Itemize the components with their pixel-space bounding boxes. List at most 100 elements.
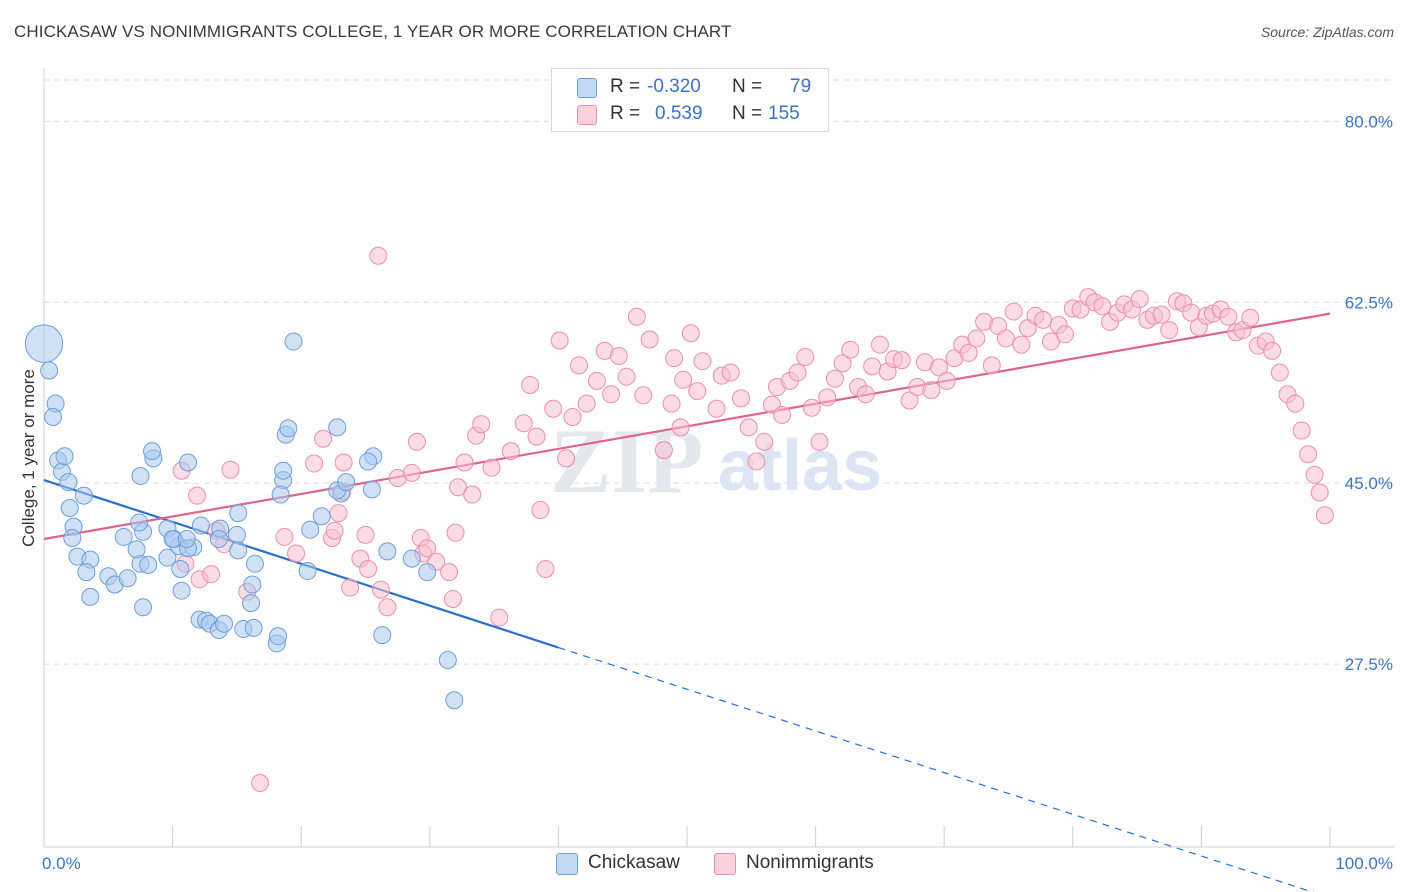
chickasaw-point bbox=[373, 626, 392, 645]
legend-r-label: R = bbox=[610, 76, 641, 97]
chickasaw-point bbox=[114, 527, 133, 546]
nonimmigrants-point bbox=[334, 453, 353, 472]
nonimmigrants-point bbox=[443, 589, 462, 608]
nonimmigrants-point bbox=[788, 363, 807, 382]
nonimmigrants-point bbox=[688, 382, 707, 401]
legend-n-label: N = bbox=[732, 103, 763, 124]
bottom-legend-swatch-nonimmigrants bbox=[714, 853, 736, 875]
chickasaw-point bbox=[139, 555, 158, 574]
nonimmigrants-point bbox=[221, 460, 240, 479]
chickasaw-point bbox=[44, 408, 63, 427]
nonimmigrants-point bbox=[550, 331, 569, 350]
legend-row-chickasaw: R = -0.320 N = 79 bbox=[552, 74, 828, 100]
nonimmigrants-point bbox=[1310, 483, 1329, 502]
nonimmigrants-point bbox=[329, 504, 348, 523]
nonimmigrants-point bbox=[188, 486, 207, 505]
chickasaw-point bbox=[362, 480, 381, 499]
legend-n-label: N = bbox=[732, 76, 763, 97]
bottom-legend-label-chickasaw: Chickasaw bbox=[588, 852, 680, 873]
nonimmigrants-point bbox=[617, 367, 636, 386]
chickasaw-point bbox=[279, 419, 298, 438]
nonimmigrants-point bbox=[1160, 321, 1179, 340]
nonimmigrants-point bbox=[544, 399, 563, 418]
chickasaw-point bbox=[438, 650, 457, 669]
chickasaw-point bbox=[271, 485, 290, 504]
bottom-legend-swatch-chickasaw bbox=[556, 853, 578, 875]
nonimmigrants-point bbox=[569, 356, 588, 375]
source-label: Source: ZipAtlas.com bbox=[1260, 24, 1394, 40]
nonimmigrants-point bbox=[463, 485, 482, 504]
nonimmigrants-point bbox=[1305, 465, 1324, 484]
chickasaw-point bbox=[158, 548, 177, 567]
trend-lines bbox=[43, 312, 1331, 892]
chickasaw-point bbox=[179, 453, 198, 472]
chickasaw-point bbox=[191, 516, 210, 535]
chickasaw-point bbox=[63, 528, 82, 547]
x-tick-labels: 0.0% 100.0% bbox=[42, 854, 1393, 873]
nonimmigrants-point bbox=[665, 349, 684, 368]
chickasaw-point bbox=[359, 452, 378, 471]
chickasaw-point bbox=[172, 581, 191, 600]
y-axis-label: College, 1 year or more bbox=[19, 369, 38, 547]
chickasaw-point bbox=[402, 549, 421, 568]
nonimmigrants-point bbox=[514, 414, 533, 433]
nonimmigrants-point bbox=[982, 356, 1001, 375]
nonimmigrants-point bbox=[1130, 290, 1149, 309]
axes bbox=[43, 68, 1394, 848]
nonimmigrants-point bbox=[693, 352, 712, 371]
nonimmigrants-point bbox=[587, 371, 606, 390]
nonimmigrants-point bbox=[251, 773, 270, 792]
nonimmigrants-point bbox=[449, 478, 468, 497]
legend-swatch-chickasaw bbox=[577, 78, 597, 98]
nonimmigrants-point bbox=[490, 608, 509, 627]
chickasaw-point bbox=[328, 418, 347, 437]
chickasaw-point bbox=[143, 442, 162, 461]
nonimmigrants-point bbox=[1056, 325, 1075, 344]
y-tick-label: 27.5% bbox=[1345, 655, 1393, 674]
nonimmigrants-point bbox=[609, 347, 628, 366]
nonimmigrants-point bbox=[937, 371, 956, 390]
nonimmigrants-point bbox=[314, 429, 333, 448]
nonimmigrants-point bbox=[1263, 341, 1282, 360]
chart-title: CHICKASAW VS NONIMMIGRANTS COLLEGE, 1 YE… bbox=[14, 22, 732, 41]
nonimmigrants-point bbox=[1286, 394, 1305, 413]
chickasaw-point bbox=[418, 563, 437, 582]
nonimmigrants-point bbox=[202, 565, 221, 584]
chickasaw-point bbox=[40, 361, 59, 380]
nonimmigrants-point bbox=[472, 415, 491, 434]
nonimmigrants-point bbox=[732, 389, 751, 408]
nonimmigrants-point bbox=[930, 358, 949, 377]
chickasaw-point bbox=[209, 530, 228, 548]
nonimmigrants-point bbox=[833, 354, 852, 373]
chickasaw-point bbox=[177, 530, 196, 548]
chickasaw-point bbox=[131, 466, 150, 485]
y-tick-label: 80.0% bbox=[1345, 112, 1393, 131]
chickasaw-trend-extension bbox=[558, 646, 1315, 892]
nonimmigrants-point bbox=[996, 329, 1015, 348]
nonimmigrants-point bbox=[900, 391, 919, 410]
nonimmigrants-point bbox=[654, 441, 673, 460]
nonimmigrants-point bbox=[446, 523, 465, 542]
chickasaw-point bbox=[127, 540, 146, 559]
legend-n-value: 155 bbox=[768, 103, 800, 124]
nonimmigrants-point bbox=[557, 449, 576, 468]
nonimmigrants-point bbox=[674, 370, 693, 389]
chickasaw-point bbox=[312, 507, 331, 526]
chickasaw-point bbox=[274, 461, 293, 480]
chickasaw-point bbox=[269, 627, 288, 646]
nonimmigrants-point bbox=[440, 563, 459, 582]
chickasaw-trend-line bbox=[43, 479, 559, 649]
nonimmigrants-point bbox=[892, 351, 911, 370]
nonimmigrants-point bbox=[602, 385, 621, 404]
nonimmigrants-point bbox=[341, 578, 360, 597]
chickasaw-point bbox=[81, 587, 100, 606]
nonimmigrants-point bbox=[356, 525, 375, 544]
chickasaw-point bbox=[229, 541, 248, 560]
chickasaw-point bbox=[337, 473, 356, 492]
y-tick-label: 45.0% bbox=[1345, 474, 1393, 493]
nonimmigrants-point bbox=[747, 452, 766, 471]
nonimmigrants-point bbox=[802, 398, 821, 417]
nonimmigrants-point bbox=[810, 432, 829, 451]
chickasaw-point bbox=[227, 525, 246, 544]
nonimmigrants-point bbox=[662, 394, 681, 413]
